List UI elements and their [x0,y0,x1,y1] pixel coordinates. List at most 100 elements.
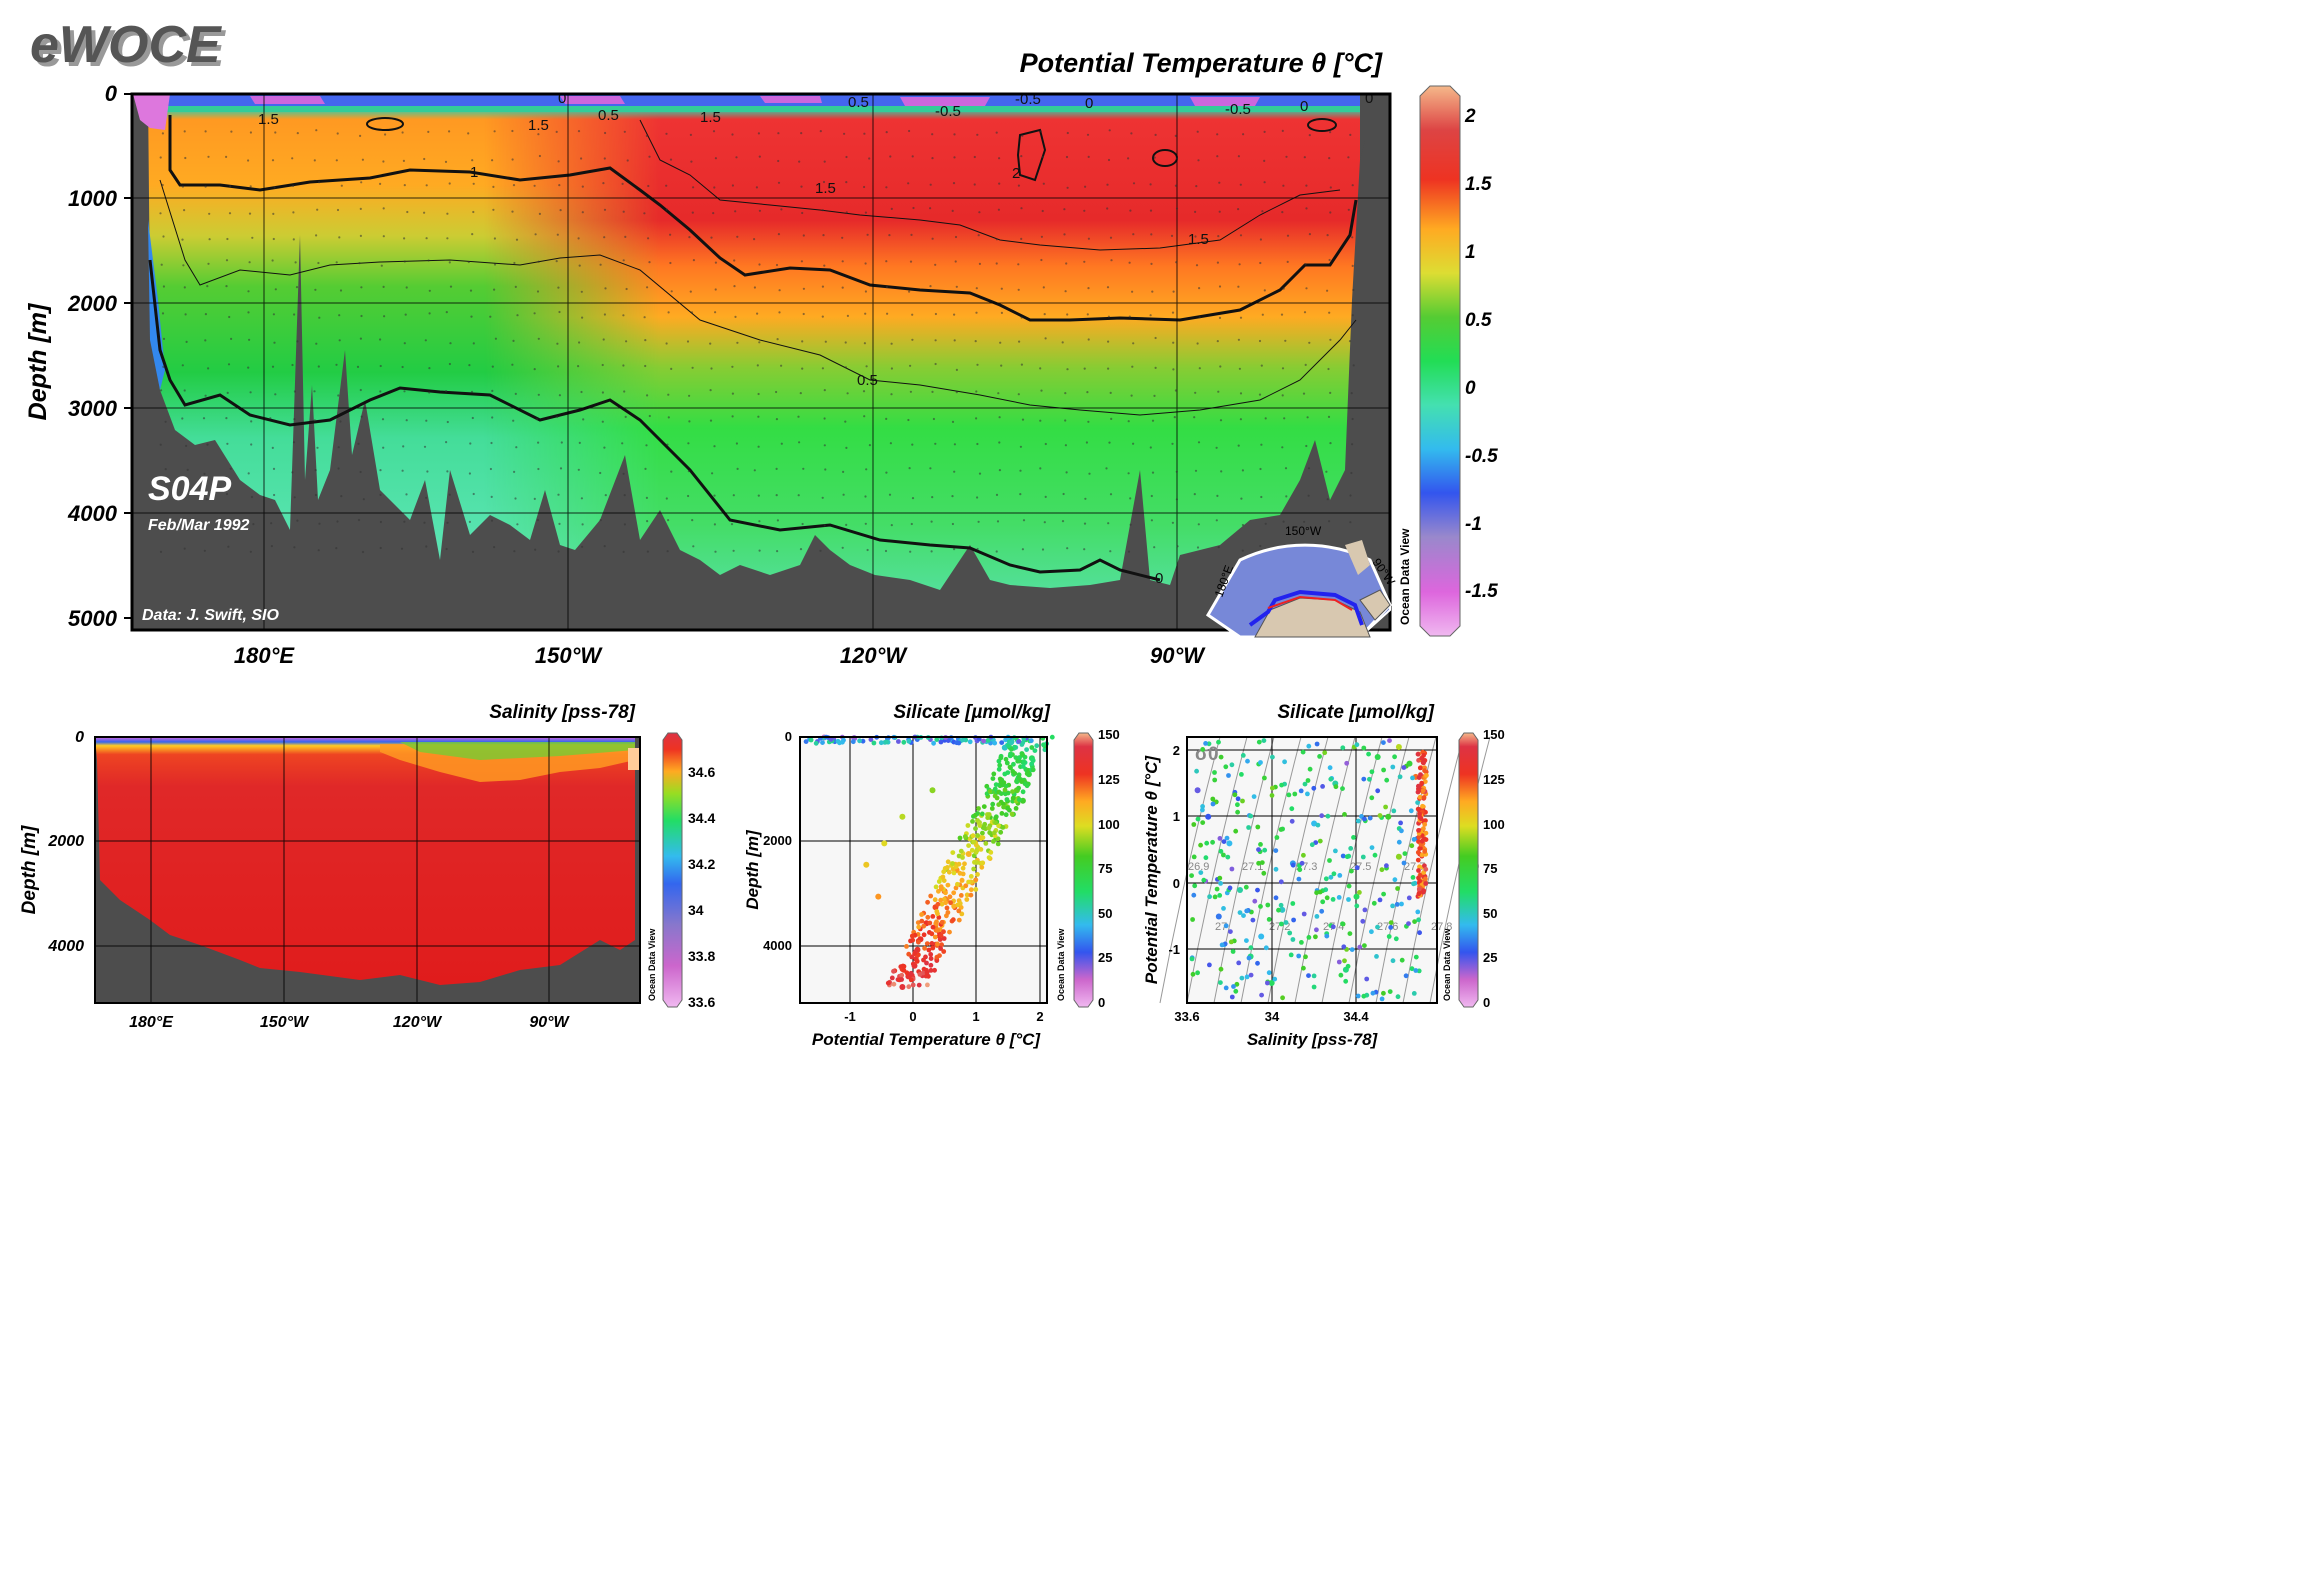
sample-dot [625,340,628,343]
scatter-point [1252,898,1258,904]
sample-dot [1218,210,1221,213]
scatter-point [979,860,985,866]
sample-dot [181,185,184,188]
scatter-point [1317,889,1323,895]
sample-dot [1259,238,1262,241]
scatter-point [973,826,978,831]
scatter-point [863,861,870,868]
sample-dot [1198,287,1201,290]
scatter-point [1210,839,1215,845]
scatter-point [996,823,1001,829]
sample-dot [291,157,294,160]
scatter-point [962,861,967,867]
sample-dot [758,155,761,158]
scatter-point [1216,739,1221,745]
scatter-point [957,901,963,906]
scatter-point [820,740,825,745]
sample-dot [929,207,932,210]
scatter-point [1342,958,1347,964]
scatter-point [1290,862,1296,868]
scatter-point [1004,760,1010,766]
sample-dot [1327,367,1330,371]
sample-dot [1150,262,1153,265]
scatter-point [1421,760,1426,766]
scatter-point [965,851,972,857]
scatter-point [1279,782,1284,788]
sample-dot [868,157,871,160]
sample-dot [667,519,670,522]
sample-dot [513,261,516,265]
x-tick-label: 1 [972,1009,979,1024]
sample-dot [710,367,713,370]
scatter-point [1410,775,1415,781]
sample-dot [644,467,647,470]
salinity-frame [94,736,641,1004]
scatter-point [936,915,942,920]
sample-dot [884,549,888,553]
sample-dot [864,495,867,498]
sample-dot [1263,181,1266,184]
sample-dot [1261,313,1264,316]
sample-dot [841,546,844,549]
scatter-point [921,923,927,929]
sample-dot [713,186,716,189]
sample-dot [405,493,408,496]
south-america-tip [1345,540,1370,575]
scatter-point [973,887,979,892]
scatter-point [964,897,970,902]
sample-dot [294,261,297,264]
sample-dot [998,416,1001,419]
sample-dot [401,131,404,134]
scatter-point [965,823,971,828]
sample-dot [863,415,866,418]
odv-watermark: Ocean Data View [1442,928,1452,1001]
scatter-point [1395,886,1400,891]
scatter-point [1369,795,1375,801]
sample-dot [557,550,560,553]
x-tick-label: 34 [1265,1009,1280,1024]
sample-dot [846,314,850,317]
sample-dot [757,494,760,497]
scatter-point [1195,970,1200,976]
sample-dot [758,549,761,552]
scatter-point [1415,800,1420,805]
sample-dot [1237,208,1240,211]
scatter-point [1327,858,1332,863]
sample-dot [845,523,848,527]
sample-dot [801,340,804,343]
scatter-point [968,874,974,879]
sample-dot [1172,368,1175,371]
sample-dot [863,342,867,345]
sample-dot [292,441,296,444]
scatter-point [988,850,994,855]
sample-dot [514,285,517,288]
sample-dot [489,467,492,471]
scatter-point [982,825,988,831]
scatter-point [941,949,947,954]
sample-dot [577,365,580,368]
sample-dot [556,415,559,418]
scatter-point [1415,909,1421,915]
sample-dot [337,446,340,449]
scatter-point [938,739,944,745]
scatter-point [1240,798,1245,804]
scatter-point [1228,929,1233,934]
sample-dot [202,417,206,420]
scatter-point [941,929,946,935]
sample-dot [1216,494,1219,497]
scatter-point [1221,906,1226,911]
scatter-point [934,737,940,742]
x-tick-label: 150°W [535,643,604,668]
sample-dot [890,367,894,370]
sample-dot [1174,389,1177,392]
sample-dot [164,468,167,471]
scatter-point [986,812,992,817]
sample-dot [845,155,848,159]
sample-dot [1062,492,1065,496]
sample-dot [731,415,734,418]
sample-dot [670,470,673,473]
sample-dot [204,394,207,397]
scatter-point [1278,827,1284,832]
sample-dot [1259,544,1262,548]
scatter-point [1239,975,1245,981]
